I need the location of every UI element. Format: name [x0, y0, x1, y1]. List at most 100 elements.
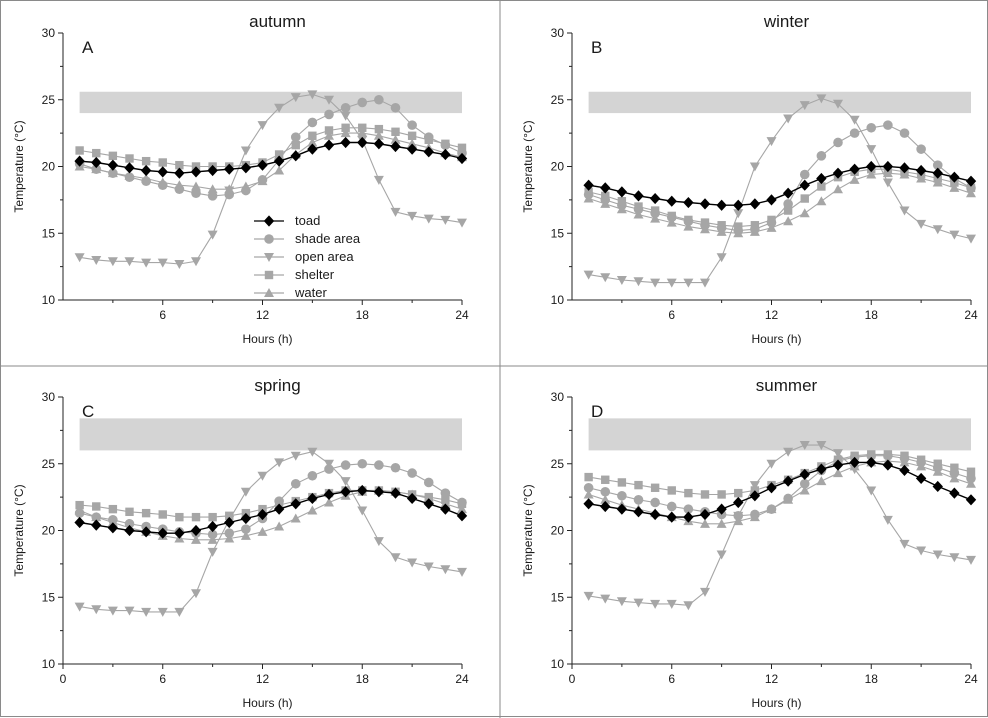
- series-line: [79, 132, 463, 190]
- data-point: [799, 101, 810, 111]
- data-point: [157, 527, 168, 539]
- data-point: [207, 547, 218, 557]
- panel-letter: C: [82, 402, 94, 421]
- data-point: [782, 187, 794, 199]
- data-point: [584, 187, 593, 197]
- data-point: [407, 468, 417, 478]
- data-point: [600, 494, 611, 504]
- data-point: [440, 565, 451, 575]
- data-point: [107, 257, 118, 267]
- data-point: [141, 607, 152, 617]
- data-point: [667, 211, 676, 221]
- data-point: [683, 278, 694, 288]
- data-point: [766, 222, 777, 232]
- data-point: [74, 505, 85, 515]
- data-point: [307, 90, 318, 100]
- y-tick-label: 20: [551, 160, 565, 174]
- data-point: [125, 154, 134, 163]
- data-point: [833, 137, 843, 148]
- data-point: [125, 507, 134, 517]
- y-tick-label: 15: [42, 590, 56, 604]
- data-point: [700, 218, 710, 227]
- data-point: [600, 500, 611, 513]
- series-toad: [74, 484, 468, 539]
- data-point: [965, 494, 977, 506]
- data-point: [716, 550, 727, 560]
- data-point: [75, 500, 84, 510]
- data-point: [273, 155, 285, 167]
- data-point: [440, 488, 451, 498]
- data-point: [174, 180, 185, 190]
- data-point: [849, 456, 860, 469]
- data-point: [916, 461, 927, 471]
- x-tick-label: 6: [668, 308, 675, 322]
- data-point: [833, 468, 843, 478]
- data-point: [583, 193, 594, 203]
- data-point: [850, 451, 859, 460]
- data-point: [406, 492, 418, 505]
- data-point: [107, 159, 119, 171]
- x-tick-label: 6: [668, 672, 675, 686]
- data-point: [749, 481, 760, 491]
- data-point: [92, 502, 101, 511]
- data-point: [700, 278, 710, 288]
- data-point: [273, 503, 285, 515]
- data-point: [617, 197, 627, 206]
- data-point: [91, 164, 102, 174]
- data-point: [124, 162, 135, 174]
- series-line: [588, 444, 972, 606]
- data-point: [949, 553, 960, 563]
- panel-A: 10 15 20 25 30 6 12 18 24 Hours (h) Temperature (°…: [12, 12, 469, 346]
- panel-D: 10 15 20 25 30 0 6 12 18 24 Hours (h) Temperature (…: [521, 376, 978, 710]
- data-point: [324, 130, 334, 140]
- series-water: [583, 168, 976, 238]
- panel-letter: A: [82, 38, 94, 57]
- data-point: [457, 218, 467, 228]
- data-point: [124, 606, 135, 616]
- data-point: [650, 497, 660, 508]
- data-point: [966, 183, 976, 193]
- x-tick-label: 18: [865, 672, 879, 686]
- data-point: [766, 459, 777, 469]
- data-point: [849, 128, 860, 138]
- data-point: [716, 518, 727, 528]
- data-point: [307, 137, 318, 147]
- data-point: [274, 458, 285, 468]
- data-point: [390, 553, 401, 563]
- data-point: [140, 526, 152, 538]
- panel-B: 10 15 20 25 30 6 12 18 24 Hours (h) Temperature (°…: [521, 12, 978, 346]
- data-point: [650, 278, 661, 288]
- x-tick-label: 6: [159, 672, 166, 686]
- data-point: [257, 121, 268, 131]
- data-point: [916, 144, 926, 154]
- data-point: [600, 594, 611, 604]
- data-point: [949, 182, 960, 192]
- x-tick-label: 12: [765, 672, 779, 686]
- data-point: [457, 567, 467, 577]
- data-point: [633, 190, 644, 202]
- data-point: [866, 145, 877, 155]
- data-point: [74, 602, 85, 612]
- x-axis-label: Hours (h): [242, 332, 292, 346]
- x-axis-label: Hours (h): [751, 332, 801, 346]
- data-point: [600, 273, 611, 283]
- data-point: [373, 486, 385, 498]
- data-point: [307, 492, 318, 505]
- data-point: [816, 196, 827, 206]
- series-line: [79, 489, 463, 518]
- panel-title: summer: [756, 376, 818, 395]
- data-point: [866, 456, 877, 469]
- data-point: [191, 181, 201, 191]
- data-point: [700, 490, 710, 499]
- data-point: [816, 476, 827, 486]
- data-point: [832, 167, 844, 179]
- legend-marker: [264, 234, 274, 244]
- y-axis-label: Temperature (°C): [521, 484, 535, 576]
- series-line: [588, 97, 972, 284]
- y-axis-label: Temperature (°C): [521, 120, 535, 212]
- y-tick-label: 20: [551, 524, 565, 538]
- data-point: [175, 160, 184, 170]
- data-point: [583, 498, 594, 510]
- data-point: [816, 172, 827, 185]
- data-point: [124, 170, 135, 180]
